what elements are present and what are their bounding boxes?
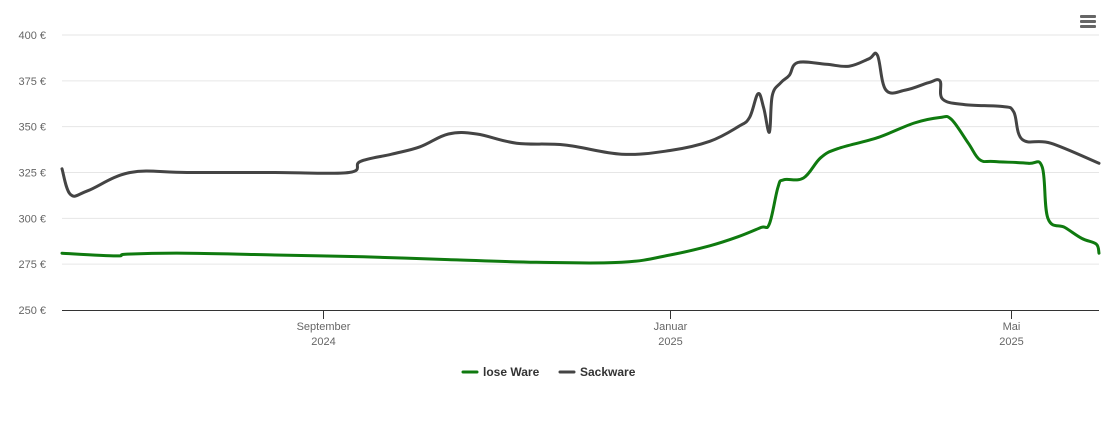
x-tick-month-label: Mai (1003, 321, 1021, 333)
y-tick-label: 375 € (18, 76, 46, 88)
x-tick-year-label: 2025 (658, 336, 682, 348)
legend-label: Sackware (580, 365, 636, 379)
y-tick-label: 250 € (18, 305, 46, 317)
legend-item-sackware[interactable]: Sackware (558, 365, 636, 379)
y-tick-label: 275 € (18, 259, 46, 271)
grid-lines (62, 34, 1099, 265)
y-tick-label: 325 € (18, 168, 46, 180)
y-tick-label: 300 € (18, 213, 46, 225)
legend-item-lose-ware[interactable]: lose Ware (461, 365, 540, 379)
x-tick-year-label: 2025 (999, 336, 1023, 348)
y-tick-label: 350 € (18, 122, 46, 134)
hamburger-menu-icon[interactable] (1076, 11, 1100, 33)
axes: 250 € 275 € 300 € 325 € 350 € 375 € 400 € Septe… (18, 30, 1099, 348)
series-line-sackware[interactable] (60, 51, 1101, 198)
legend-label: lose Ware (483, 365, 540, 379)
series-lines (60, 51, 1101, 265)
series-line-lose-ware[interactable] (60, 114, 1101, 265)
y-tick-label: 400 € (18, 30, 46, 42)
legend: lose Ware Sackware (461, 365, 636, 379)
x-tick-month-label: September (297, 321, 351, 333)
x-tick-month-label: Januar (654, 321, 688, 333)
x-tick-year-label: 2024 (311, 336, 335, 348)
